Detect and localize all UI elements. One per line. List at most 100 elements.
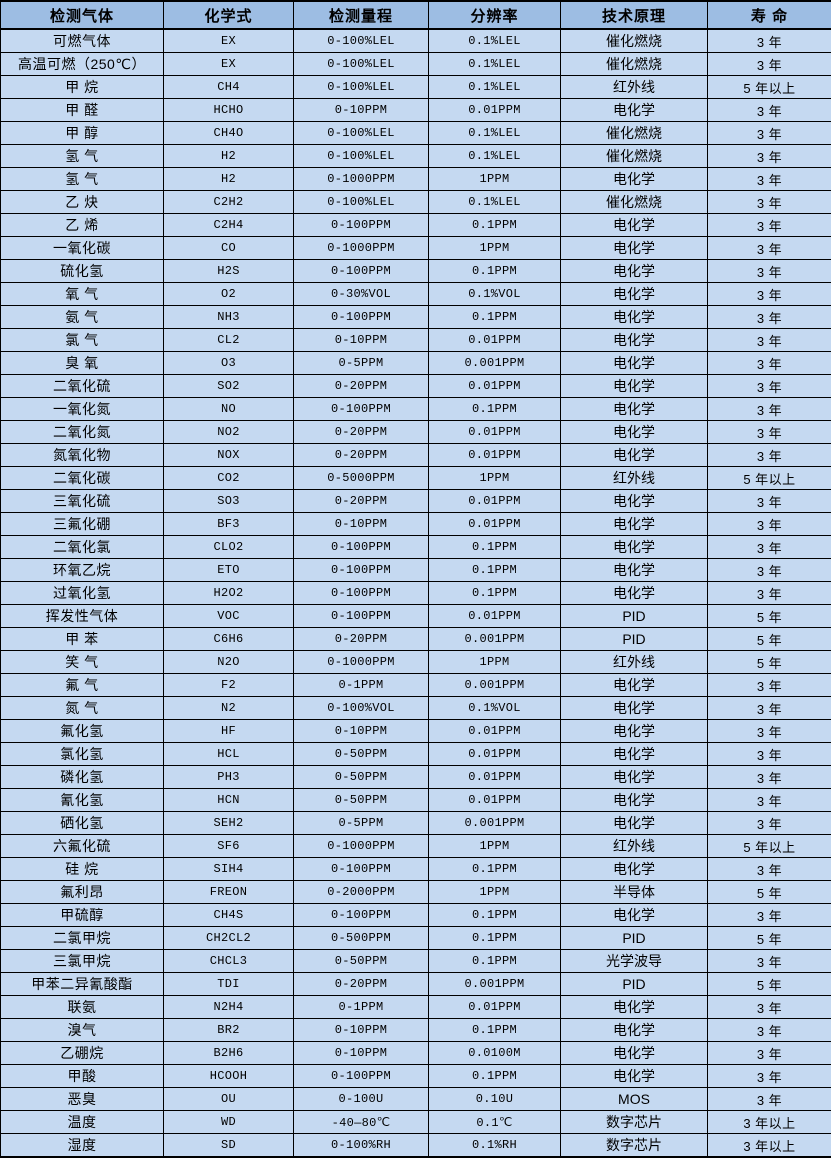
cell-resolution: 0.01PPM [429,996,561,1019]
cell-gas-name: 挥发性气体 [1,605,164,628]
cell-gas-name: 甲 烷 [1,76,164,99]
cell-resolution: 0.01PPM [429,444,561,467]
cell-detection-range: 0-100PPM [294,582,429,605]
cell-chemical-formula: NO [164,398,294,421]
cell-detection-range: 0-1000PPM [294,237,429,260]
cell-lifespan: 3 年 [708,444,831,467]
cell-technology-principle: 电化学 [561,306,708,329]
cell-gas-name: 甲酸 [1,1065,164,1088]
cell-resolution: 0.1%VOL [429,697,561,720]
cell-chemical-formula: C2H4 [164,214,294,237]
cell-lifespan: 3 年以上 [708,1134,831,1158]
cell-technology-principle: 红外线 [561,835,708,858]
cell-chemical-formula: HCN [164,789,294,812]
cell-technology-principle: 电化学 [561,329,708,352]
cell-gas-name: 硫化氢 [1,260,164,283]
cell-resolution: 0.1%LEL [429,122,561,145]
cell-gas-name: 六氟化硫 [1,835,164,858]
cell-lifespan: 3 年 [708,352,831,375]
cell-detection-range: 0-100PPM [294,398,429,421]
cell-chemical-formula: HCHO [164,99,294,122]
cell-technology-principle: 催化燃烧 [561,191,708,214]
cell-chemical-formula: O2 [164,283,294,306]
cell-detection-range: 0-10PPM [294,1042,429,1065]
cell-gas-name: 可燃气体 [1,29,164,53]
cell-detection-range: 0-100PPM [294,1065,429,1088]
cell-gas-name: 温度 [1,1111,164,1134]
cell-chemical-formula: N2O [164,651,294,674]
cell-lifespan: 3 年 [708,145,831,168]
cell-lifespan: 3 年 [708,559,831,582]
cell-resolution: 1PPM [429,168,561,191]
cell-technology-principle: 电化学 [561,1019,708,1042]
cell-lifespan: 3 年 [708,329,831,352]
cell-resolution: 0.1PPM [429,559,561,582]
cell-resolution: 0.001PPM [429,674,561,697]
cell-resolution: 0.1PPM [429,306,561,329]
cell-gas-name: 甲苯二异氰酸酯 [1,973,164,996]
cell-technology-principle: PID [561,605,708,628]
cell-lifespan: 3 年 [708,536,831,559]
cell-resolution: 0.01PPM [429,421,561,444]
cell-detection-range: 0-5PPM [294,352,429,375]
cell-lifespan: 3 年 [708,122,831,145]
cell-technology-principle: 半导体 [561,881,708,904]
cell-lifespan: 3 年 [708,1019,831,1042]
cell-resolution: 0.1%LEL [429,76,561,99]
cell-technology-principle: 电化学 [561,214,708,237]
cell-gas-name: 氟化氢 [1,720,164,743]
cell-technology-principle: 数字芯片 [561,1111,708,1134]
cell-chemical-formula: FREON [164,881,294,904]
cell-technology-principle: 电化学 [561,536,708,559]
cell-gas-name: 过氧化氢 [1,582,164,605]
cell-technology-principle: 电化学 [561,766,708,789]
cell-technology-principle: 电化学 [561,789,708,812]
column-header-resolution: 分辨率 [429,1,561,29]
cell-gas-name: 恶臭 [1,1088,164,1111]
cell-gas-name: 三氯甲烷 [1,950,164,973]
cell-gas-name: 二氧化硫 [1,375,164,398]
cell-resolution: 1PPM [429,467,561,490]
cell-lifespan: 3 年 [708,53,831,76]
cell-technology-principle: PID [561,973,708,996]
cell-technology-principle: 电化学 [561,720,708,743]
cell-chemical-formula: CH4 [164,76,294,99]
cell-resolution: 0.001PPM [429,812,561,835]
cell-chemical-formula: CL2 [164,329,294,352]
cell-technology-principle: 电化学 [561,1065,708,1088]
cell-chemical-formula: NOX [164,444,294,467]
cell-technology-principle: 电化学 [561,674,708,697]
cell-chemical-formula: C2H2 [164,191,294,214]
cell-chemical-formula: N2 [164,697,294,720]
cell-lifespan: 3 年 [708,697,831,720]
cell-technology-principle: 电化学 [561,996,708,1019]
cell-resolution: 0.1PPM [429,858,561,881]
cell-technology-principle: 电化学 [561,697,708,720]
cell-lifespan: 3 年 [708,858,831,881]
cell-lifespan: 3 年 [708,283,831,306]
cell-lifespan: 3 年 [708,812,831,835]
cell-chemical-formula: HCOOH [164,1065,294,1088]
cell-resolution: 0.1PPM [429,536,561,559]
cell-lifespan: 3 年 [708,306,831,329]
cell-chemical-formula: SF6 [164,835,294,858]
cell-gas-name: 三氟化硼 [1,513,164,536]
cell-detection-range: 0-5000PPM [294,467,429,490]
cell-chemical-formula: SEH2 [164,812,294,835]
cell-technology-principle: 电化学 [561,559,708,582]
